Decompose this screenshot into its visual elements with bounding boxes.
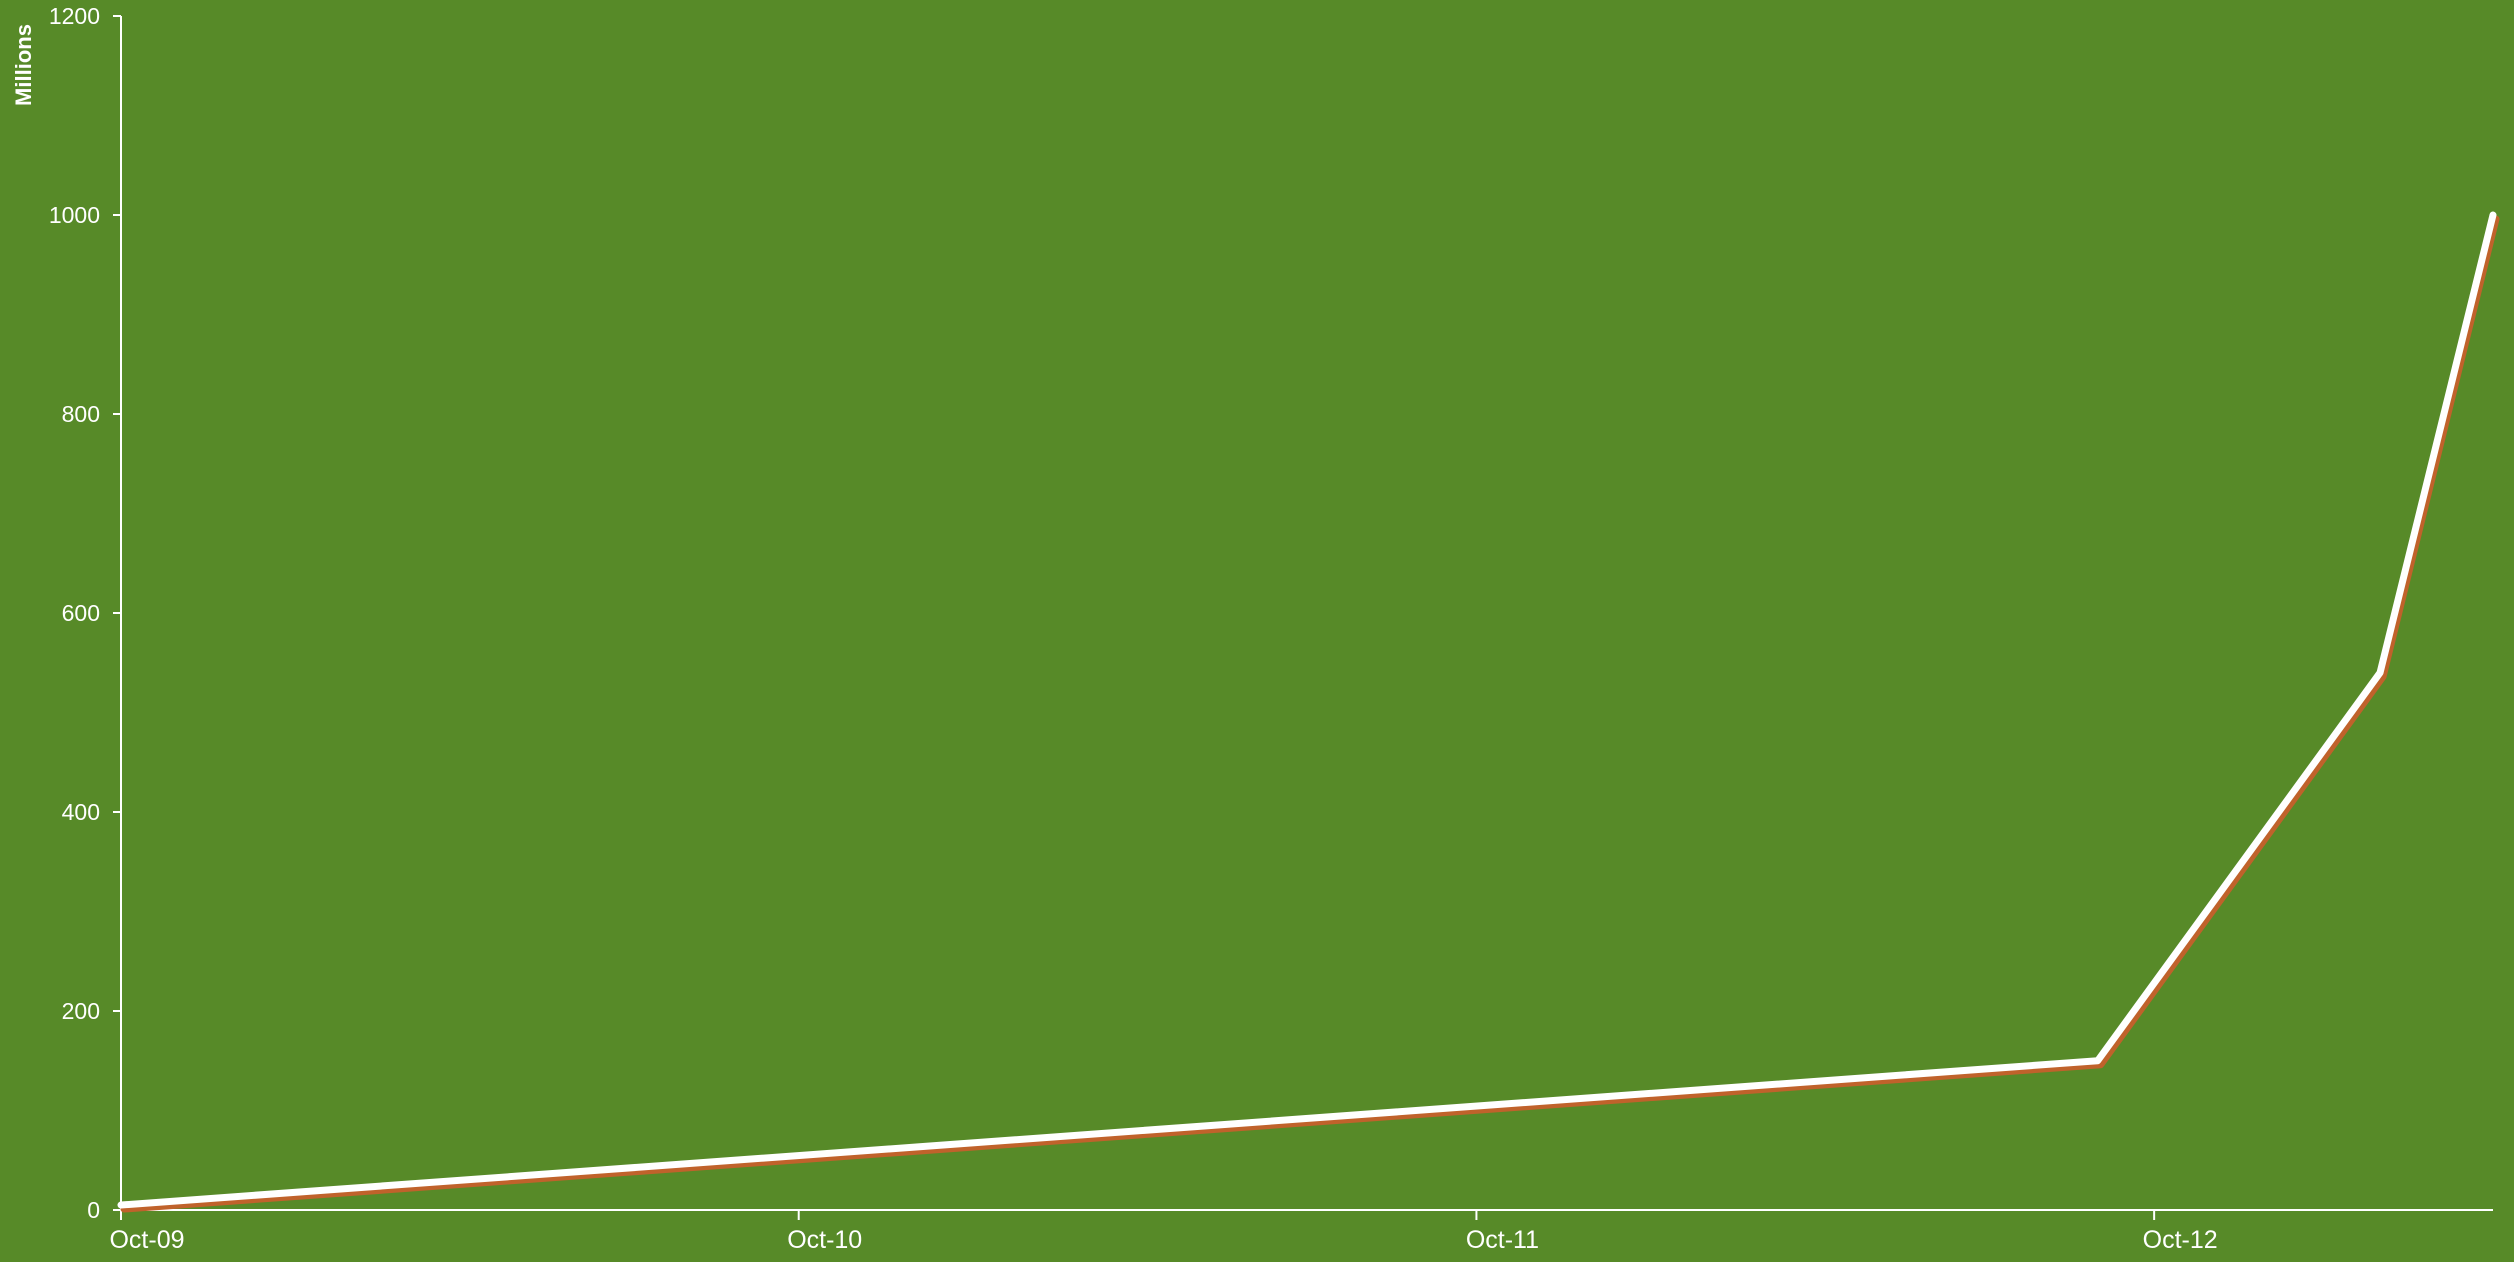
data-point [2492, 214, 2494, 216]
y-tick-label: 200 [62, 998, 100, 1024]
x-tick-label: Oct-10 [787, 1226, 862, 1254]
data-point [120, 1204, 122, 1206]
x-tick-label: Oct-11 [1466, 1226, 1539, 1254]
y-tick-label: 800 [62, 401, 100, 427]
y-axis-ticks: 0 200 400 600 800 1000 1200 [49, 3, 121, 1223]
y-tick-label: 1000 [49, 202, 100, 228]
y-tick-label: 600 [62, 600, 100, 626]
series-line [117, 211, 2497, 1209]
y-tick-label: 400 [62, 799, 100, 825]
series-line-shadow [120, 215, 2500, 1213]
y-tick-label: 0 [87, 1197, 100, 1223]
x-axis-ticks: Oct-09 Oct-10 Oct-11 Oct-12 [109, 1210, 2218, 1254]
y-axis-label: Millions [11, 24, 36, 106]
x-tick-label: Oct-12 [2143, 1226, 2218, 1254]
y-tick-label: 1200 [49, 3, 100, 29]
series-lines [117, 211, 2500, 1213]
data-point [2379, 672, 2381, 674]
x-tick-label: Oct-09 [109, 1226, 184, 1254]
data-point [2097, 1060, 2099, 1062]
